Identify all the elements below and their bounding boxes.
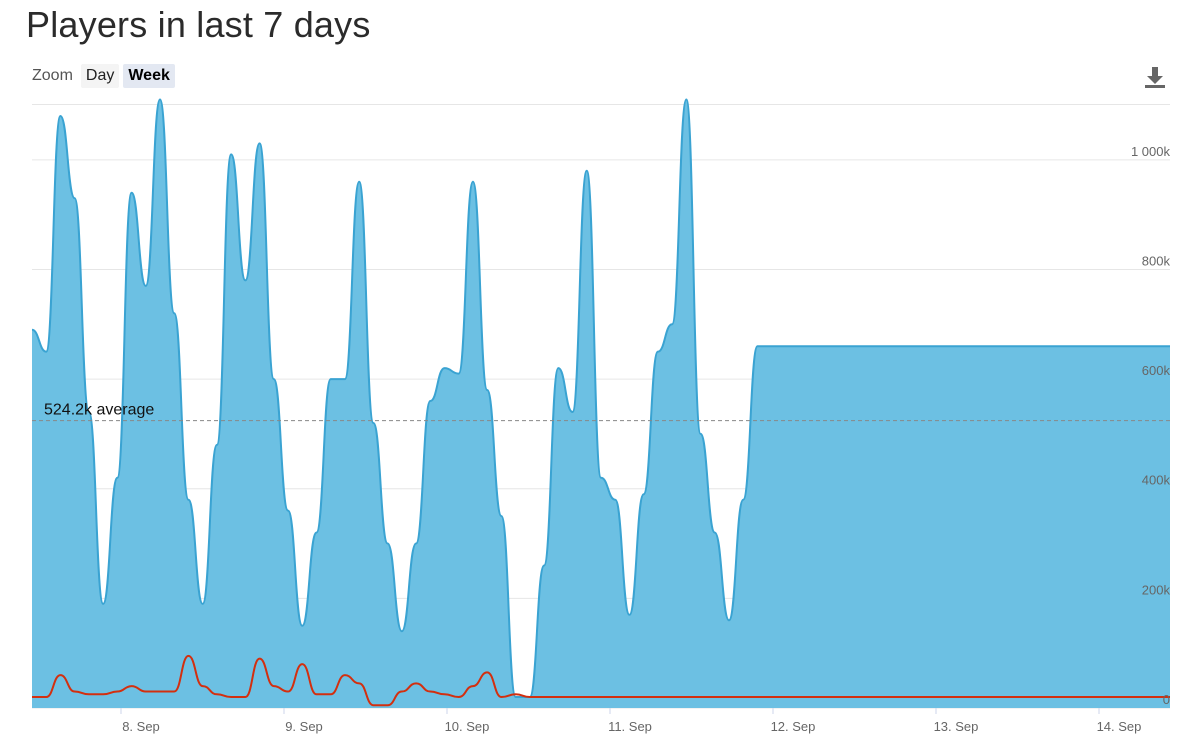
x-tick-label: 10. Sep bbox=[445, 719, 490, 734]
y-tick-label: 400k bbox=[1142, 473, 1171, 488]
y-tick-label: 200k bbox=[1142, 582, 1171, 597]
x-tick-label: 14. Sep bbox=[1097, 719, 1142, 734]
zoom-controls: Zoom Day Week bbox=[32, 64, 175, 88]
average-label: 524.2k average bbox=[44, 402, 154, 419]
zoom-label: Zoom bbox=[32, 67, 73, 84]
toolbar-divider bbox=[32, 104, 1170, 105]
series-area-0 bbox=[32, 99, 1170, 708]
y-tick-label: 1 000k bbox=[1131, 144, 1171, 159]
y-tick-label: 600k bbox=[1142, 363, 1171, 378]
y-tick-label: 800k bbox=[1142, 253, 1171, 268]
x-tick-label: 8. Sep bbox=[122, 719, 160, 734]
average-layer: 524.2k average bbox=[32, 402, 1170, 422]
x-tick-label: 11. Sep bbox=[608, 719, 652, 734]
download-icon[interactable] bbox=[1142, 64, 1168, 90]
series-line-1 bbox=[32, 654, 1170, 707]
x-tick-label: 12. Sep bbox=[771, 719, 816, 734]
y-axis-ticks: 0 200k 400k 600k 800k 1 000k bbox=[1131, 144, 1171, 707]
x-axis-ticks: 8. Sep 9. Sep 10. Sep 11. Sep 12. Sep 13. Sep… bbox=[120, 708, 1142, 734]
x-tick-label: 13. Sep bbox=[934, 719, 979, 734]
series-layer bbox=[31, 98, 1170, 708]
series-line-0 bbox=[31, 98, 1170, 699]
x-tick-label: 9. Sep bbox=[285, 719, 323, 734]
zoom-week-button[interactable]: Week bbox=[123, 64, 175, 88]
zoom-day-button[interactable]: Day bbox=[80, 64, 120, 88]
y-tick-label: 0 bbox=[1163, 692, 1170, 707]
page-title: Players in last 7 days bbox=[26, 4, 371, 45]
